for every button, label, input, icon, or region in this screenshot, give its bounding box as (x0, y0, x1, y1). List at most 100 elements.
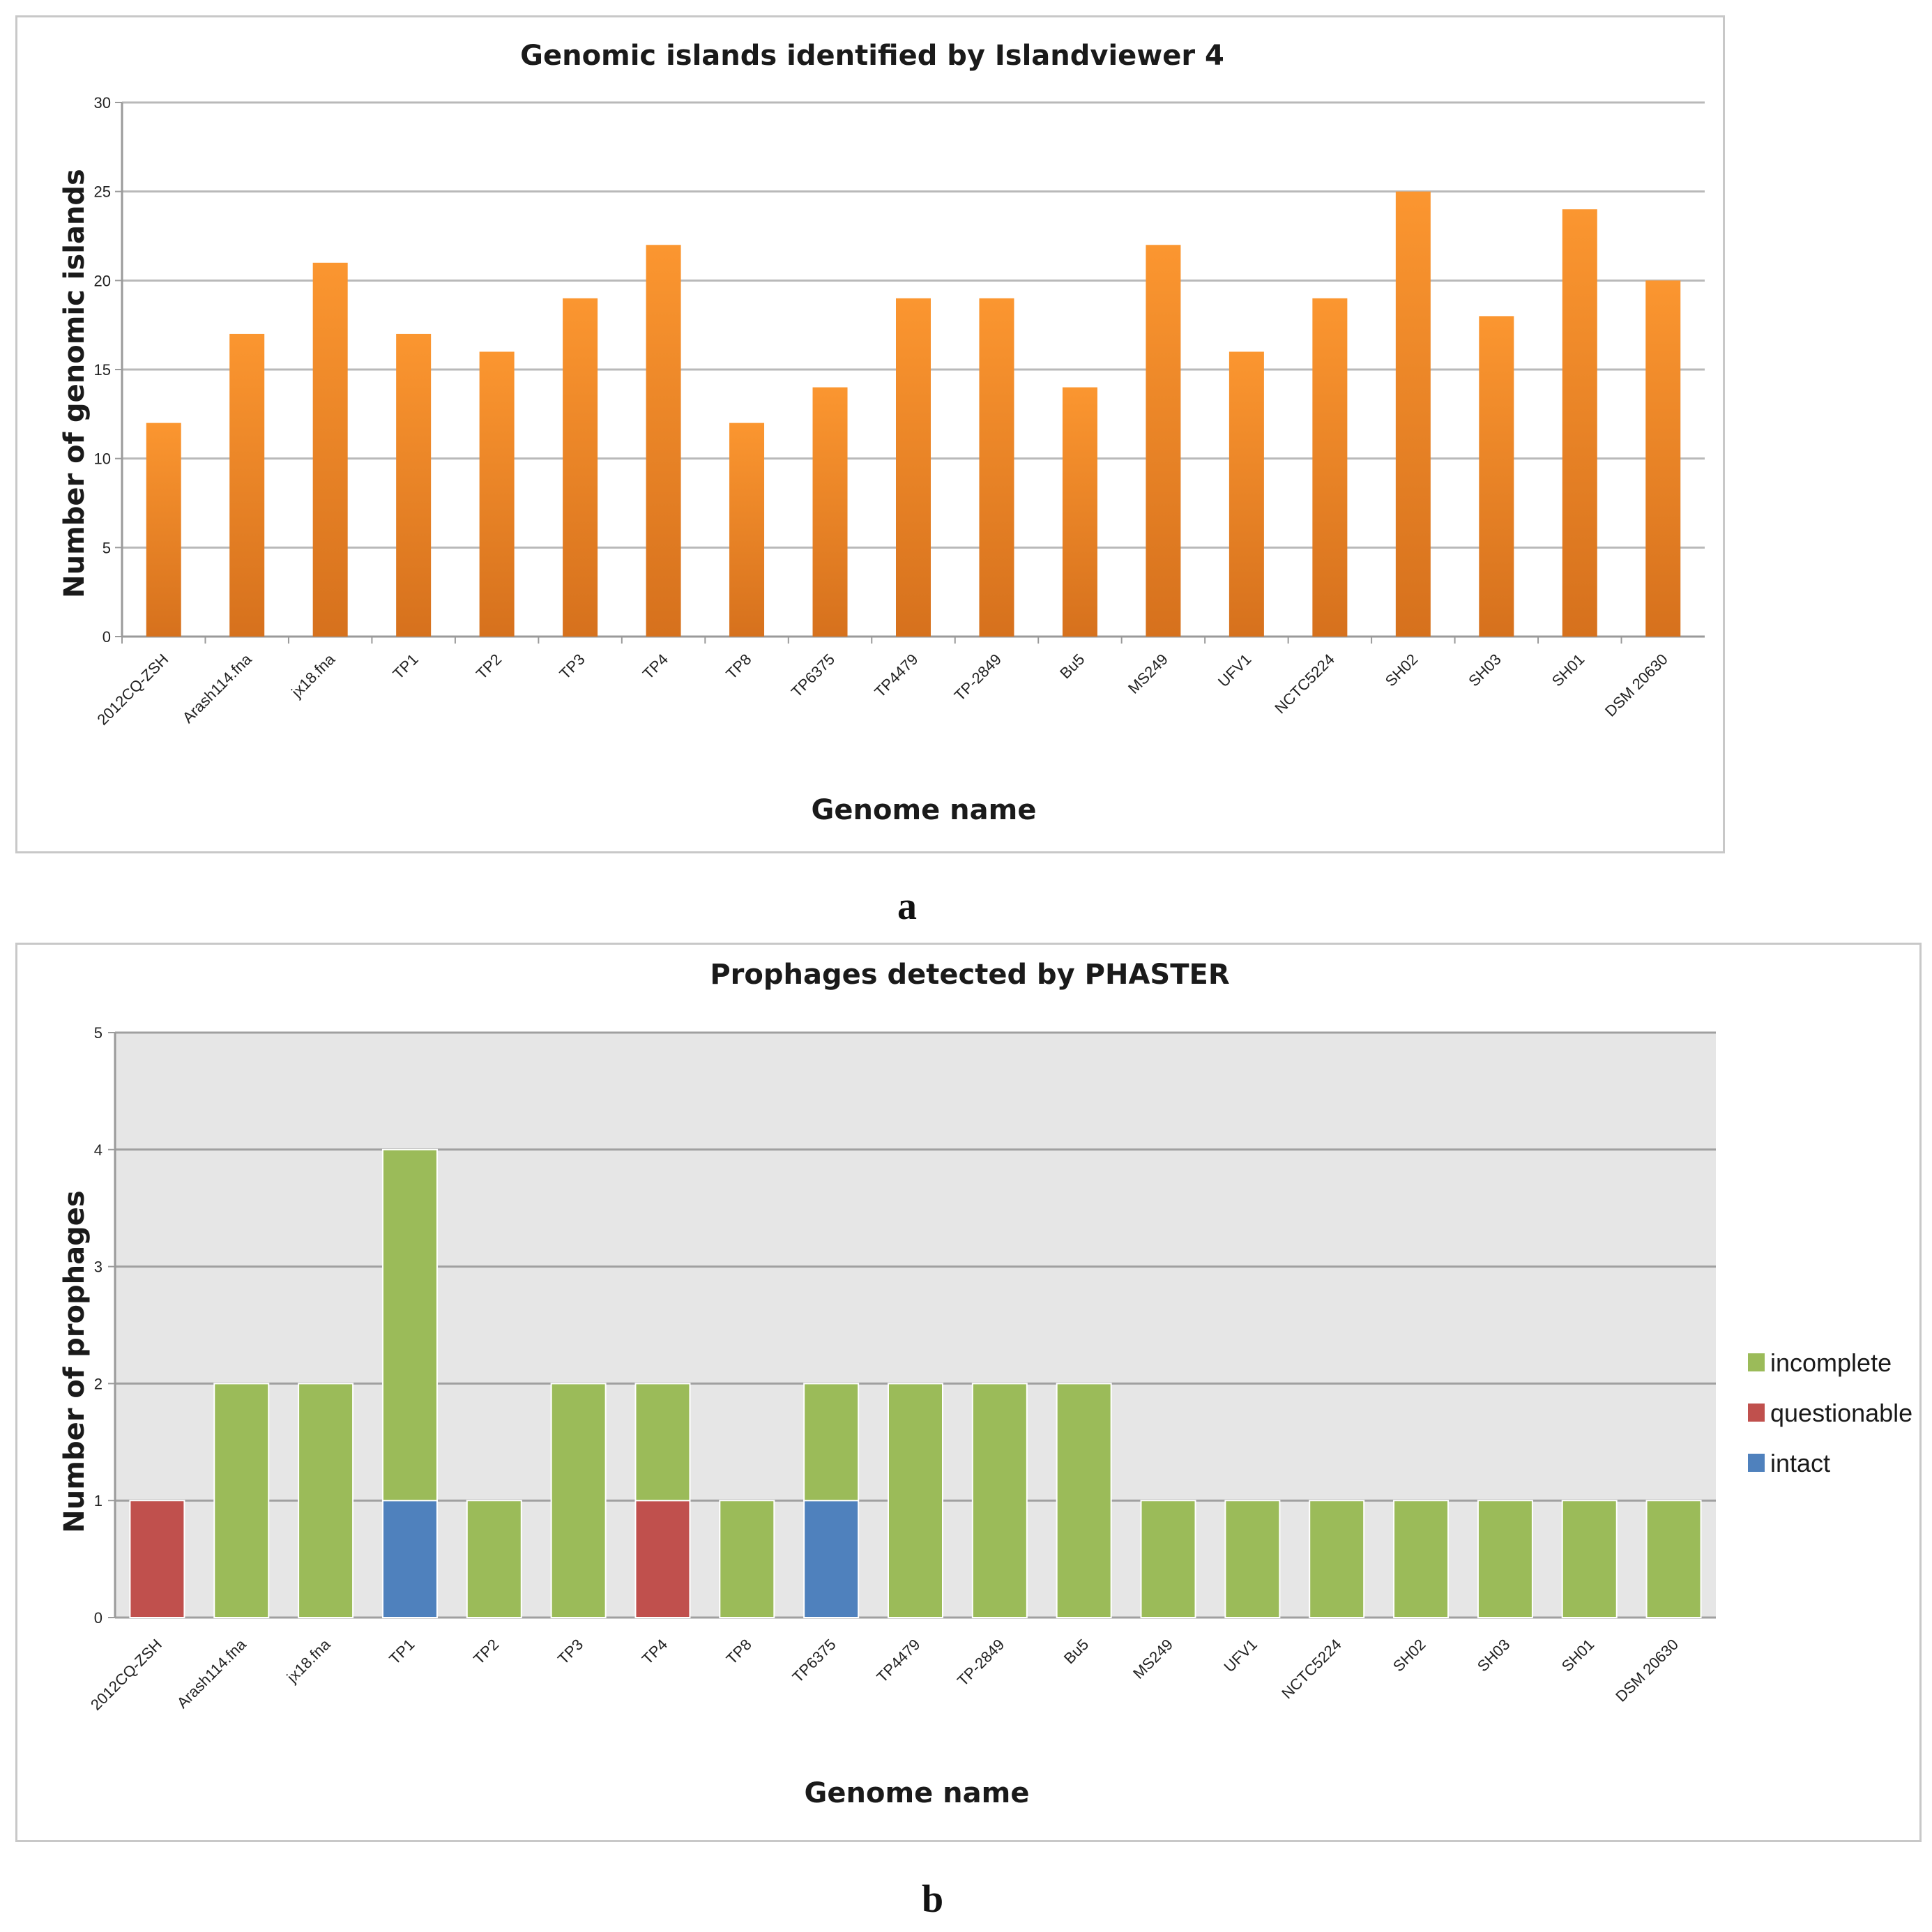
chart-title: Prophages detected by PHASTER (710, 959, 1229, 991)
y-tick-label: 1 (94, 1492, 102, 1509)
x-tick-label: SH02 (1390, 1636, 1429, 1675)
bar-tp4 (646, 245, 681, 637)
chart-title: Genomic islands identified by Islandview… (520, 40, 1224, 72)
x-tick-label: TP-2849 (954, 1636, 1007, 1689)
x-tick-label: jx18.fna (283, 1635, 334, 1686)
bar-ufv1 (1229, 351, 1264, 637)
bar-tp1 (396, 333, 432, 637)
x-tick-label: Arash114.fna (174, 1635, 250, 1712)
x-tick-label: SH03 (1474, 1636, 1514, 1675)
panel-label-a: a (897, 885, 917, 928)
bar-2012cq-zsh-questionable (129, 1500, 185, 1619)
x-tick-label: TP1 (386, 1636, 418, 1668)
x-tick-label: 2012CQ-ZSH (93, 651, 172, 729)
y-tick-label: 0 (102, 628, 111, 646)
bar-tp6375-intact (803, 1500, 860, 1619)
x-axis-label: Genome name (812, 794, 1037, 826)
panel-label-b: b (922, 1878, 944, 1921)
bar-dsm-20630-incomplete (1645, 1500, 1702, 1619)
x-tick-label: TP6375 (788, 651, 838, 701)
y-tick-label: 0 (94, 1609, 102, 1627)
chart-panel-b: Prophages detected by PHASTER 0 1 2 3 4 5 201… (15, 943, 1922, 1842)
bar-sh02-incomplete (1393, 1500, 1450, 1619)
y-tick-label: 3 (94, 1258, 102, 1276)
x-tick-label: MS249 (1129, 1636, 1176, 1682)
x-tick-label: TP3 (554, 1636, 586, 1668)
bar-tp3 (563, 298, 598, 637)
x-tick-label: NCTC5224 (1278, 1636, 1344, 1702)
x-axis-label: Genome name (805, 1777, 1030, 1809)
y-axis-label: Number of prophages (59, 1190, 91, 1532)
y-tick-label: 5 (102, 539, 111, 556)
x-tick-label: MS249 (1125, 651, 1171, 697)
chart-panel-a: Genomic islands identified by Islandview… (15, 15, 1725, 853)
x-tick-label: SH01 (1549, 651, 1588, 690)
x-tick-label: SH02 (1382, 651, 1422, 690)
bar-tp3-incomplete (550, 1383, 607, 1619)
x-tick-label: 2012CQ-ZSH (87, 1636, 165, 1714)
x-tick-label: NCTC5224 (1271, 651, 1337, 717)
y-tick-label: 4 (94, 1141, 102, 1159)
x-tick-label: SH01 (1558, 1636, 1598, 1675)
y-tick-label: 5 (94, 1024, 102, 1042)
bar-arash114-fna (229, 333, 265, 637)
bar-2012cq-zsh (146, 423, 181, 637)
bar-sh01 (1562, 209, 1597, 637)
y-tick-label: 20 (94, 272, 111, 289)
y-tick-label: 30 (94, 94, 111, 112)
bar-tp1-intact (381, 1500, 438, 1619)
legend-label-questionable: questionable (1770, 1399, 1912, 1427)
bar-tp6375 (812, 387, 848, 637)
legend-label-intact: intact (1770, 1449, 1830, 1477)
x-tick-label: Arash114.fna (179, 650, 256, 727)
x-tick-label: TP-2849 (951, 651, 1005, 704)
bar-nctc5224 (1312, 298, 1348, 637)
bar-tp4479-incomplete (888, 1383, 943, 1619)
bar-bu5-incomplete (1056, 1383, 1112, 1619)
x-tick-label: TP4 (639, 1636, 671, 1668)
x-tick-label: jx18.fna (287, 650, 338, 701)
x-tick-label: TP4 (639, 651, 671, 683)
x-tick-label: UFV1 (1220, 1636, 1260, 1675)
bar-tp-2849 (979, 298, 1014, 637)
bar-tp8 (729, 423, 765, 637)
legend-swatch-intact (1748, 1454, 1765, 1472)
bar-tp4-incomplete (634, 1383, 691, 1502)
bar-tp4479 (896, 298, 931, 637)
bar-tp2-incomplete (466, 1500, 522, 1619)
bar-sh03-incomplete (1477, 1500, 1533, 1619)
bar-ufv1-incomplete (1224, 1500, 1281, 1619)
x-tick-label: TP2 (470, 1636, 502, 1668)
bar-jx18-fna-incomplete (298, 1383, 354, 1619)
x-tick-label: UFV1 (1215, 651, 1254, 690)
x-tick-label: TP6375 (789, 1636, 839, 1686)
legend-swatch-questionable (1748, 1404, 1765, 1422)
bar-ms249-incomplete (1140, 1500, 1196, 1619)
bar-sh02 (1395, 191, 1431, 637)
x-tick-label: TP3 (556, 651, 588, 683)
y-tick-label: 2 (94, 1375, 102, 1392)
x-tick-label: SH03 (1465, 651, 1505, 690)
x-tick-label: TP4479 (873, 1636, 923, 1686)
bar-tp6375-incomplete (803, 1383, 860, 1502)
x-tick-label: TP8 (722, 651, 754, 683)
y-tick-label: 10 (94, 450, 111, 468)
x-tick-label: TP2 (473, 651, 505, 683)
bar-ms249 (1146, 245, 1181, 637)
y-axis-label: Number of genomic islands (59, 169, 91, 598)
x-tick-label: DSM 20630 (1602, 651, 1671, 720)
bar-sh01-incomplete (1561, 1500, 1618, 1619)
x-tick-label: Bu5 (1056, 651, 1088, 682)
bar-dsm-20630 (1645, 280, 1681, 637)
bar-bu5 (1062, 387, 1097, 637)
bar-tp8-incomplete (719, 1500, 775, 1619)
bar-tp4-questionable (634, 1500, 691, 1619)
bar-tp-2849-incomplete (971, 1383, 1028, 1619)
genomic-islands-chart: Genomic islands identified by Islandview… (59, 40, 1705, 826)
prophages-chart: Prophages detected by PHASTER 0 1 2 3 4 5 201… (59, 959, 1912, 1809)
x-tick-label: DSM 20630 (1612, 1636, 1682, 1705)
x-tick-label: TP4479 (871, 651, 921, 701)
bar-tp1-incomplete (381, 1148, 438, 1502)
bar-jx18-fna (312, 262, 348, 637)
legend-swatch-incomplete (1748, 1353, 1765, 1371)
